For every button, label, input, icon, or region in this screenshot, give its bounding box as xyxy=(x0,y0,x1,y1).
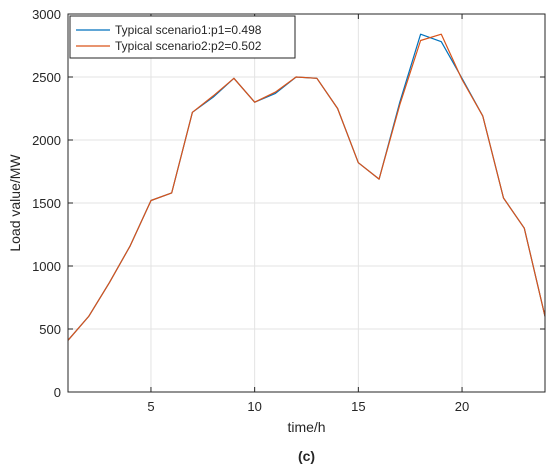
x-tick-label: 15 xyxy=(351,399,365,414)
x-tick-label: 10 xyxy=(247,399,261,414)
y-tick-label: 1000 xyxy=(32,259,61,274)
x-tick-label: 20 xyxy=(455,399,469,414)
series-lines xyxy=(67,33,546,341)
figure-caption: (c) xyxy=(298,448,315,464)
y-tick-label: 2500 xyxy=(32,70,61,85)
axis-ticks: 5 10 15 20 0 500 1000 1500 2000 2500 3000 xyxy=(32,7,545,414)
y-tick-label: 2000 xyxy=(32,133,61,148)
y-tick-label: 0 xyxy=(54,385,61,400)
legend-box xyxy=(69,15,296,59)
y-axis-label: Load value/MW xyxy=(7,154,23,252)
legend-label-2: Typical scenario2:p2=0.502 xyxy=(115,39,262,53)
y-tick-label: 1500 xyxy=(32,196,61,211)
x-tick-label: 5 xyxy=(147,399,154,414)
x-axis-label: time/h xyxy=(287,419,325,435)
y-tick-label: 3000 xyxy=(32,7,61,22)
legend: Typical scenario1:p1=0.498 Typical scenar… xyxy=(69,15,296,59)
series-line-2 xyxy=(67,33,546,341)
y-tick-label: 500 xyxy=(39,322,61,337)
legend-label-1: Typical scenario1:p1=0.498 xyxy=(115,23,262,37)
